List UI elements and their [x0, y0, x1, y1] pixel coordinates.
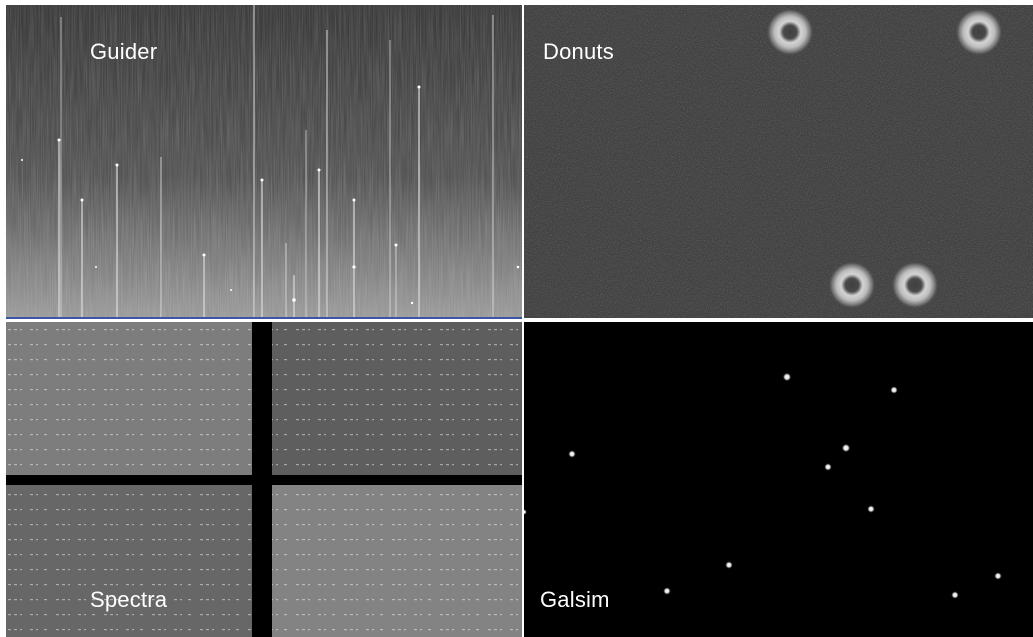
donuts-label: Donuts: [543, 39, 614, 64]
galsim-star: [824, 463, 832, 471]
divider-line: [6, 317, 522, 319]
galsim-star: [725, 561, 733, 569]
donuts-image: [524, 5, 1033, 318]
galsim-panel: Galsim: [524, 322, 1033, 637]
galsim-star: [782, 372, 792, 382]
galsim-star: [568, 450, 576, 458]
donut-star-3: [828, 261, 876, 309]
galsim-image: [524, 322, 1033, 637]
guider-image: [6, 5, 522, 318]
galsim-star: [890, 386, 898, 394]
donut-star-4: [891, 261, 939, 309]
donut-star-2: [955, 8, 1003, 56]
spectra-label: Spectra: [90, 587, 168, 612]
galsim-star: [867, 505, 875, 513]
galsim-star: [524, 509, 527, 515]
galsim-star: [663, 587, 671, 595]
spectra-image: [6, 322, 522, 637]
galsim-star: [951, 591, 959, 599]
donut-star-1: [766, 8, 814, 56]
galsim-label: Galsim: [540, 587, 610, 612]
spectra-panel: Spectra: [6, 322, 522, 637]
galsim-star: [841, 443, 851, 453]
guider-panel: Guider: [6, 5, 522, 318]
galsim-star: [994, 572, 1002, 580]
donuts-panel: Donuts: [524, 5, 1033, 318]
guider-label: Guider: [90, 39, 158, 64]
